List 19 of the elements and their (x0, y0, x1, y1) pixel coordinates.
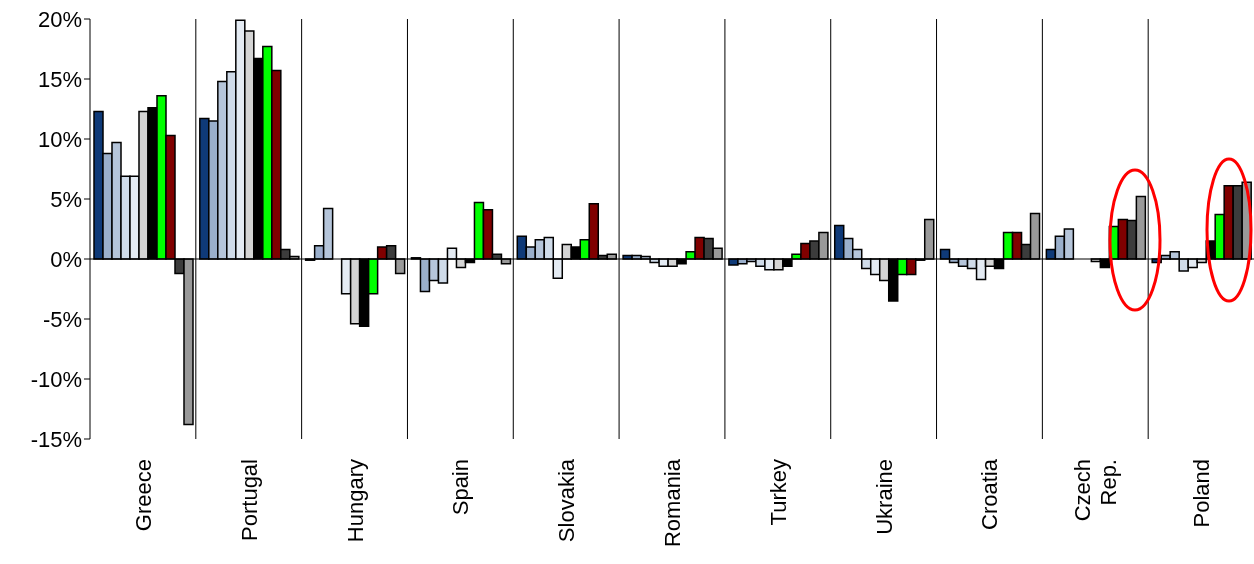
y-tick-label: 0% (50, 246, 82, 272)
x-tick-label: Croatia (977, 458, 1003, 530)
y-tick-label: 15% (37, 66, 82, 92)
y-tick-label: 20% (37, 6, 82, 32)
x-tick-label: Czech Rep. (1070, 459, 1122, 522)
y-tick-label: -15% (30, 426, 82, 452)
x-tick-label: Spain (448, 459, 474, 516)
x-tick-label: Hungary (342, 459, 368, 543)
y-tick-label: 5% (50, 186, 82, 212)
x-tick-label: Greece (130, 459, 156, 532)
x-tick-label: Poland (1189, 459, 1215, 528)
x-tick-label: Turkey (765, 459, 791, 526)
x-tick-label: Slovakia (554, 458, 580, 543)
x-tick-label: Ukraine (871, 459, 897, 535)
y-tick-label: 10% (37, 126, 82, 152)
x-tick-label: Portugal (236, 459, 262, 541)
y-tick-label: -5% (42, 306, 82, 332)
x-tick-label: Romania (660, 458, 685, 548)
y-tick-label: -10% (30, 366, 82, 392)
